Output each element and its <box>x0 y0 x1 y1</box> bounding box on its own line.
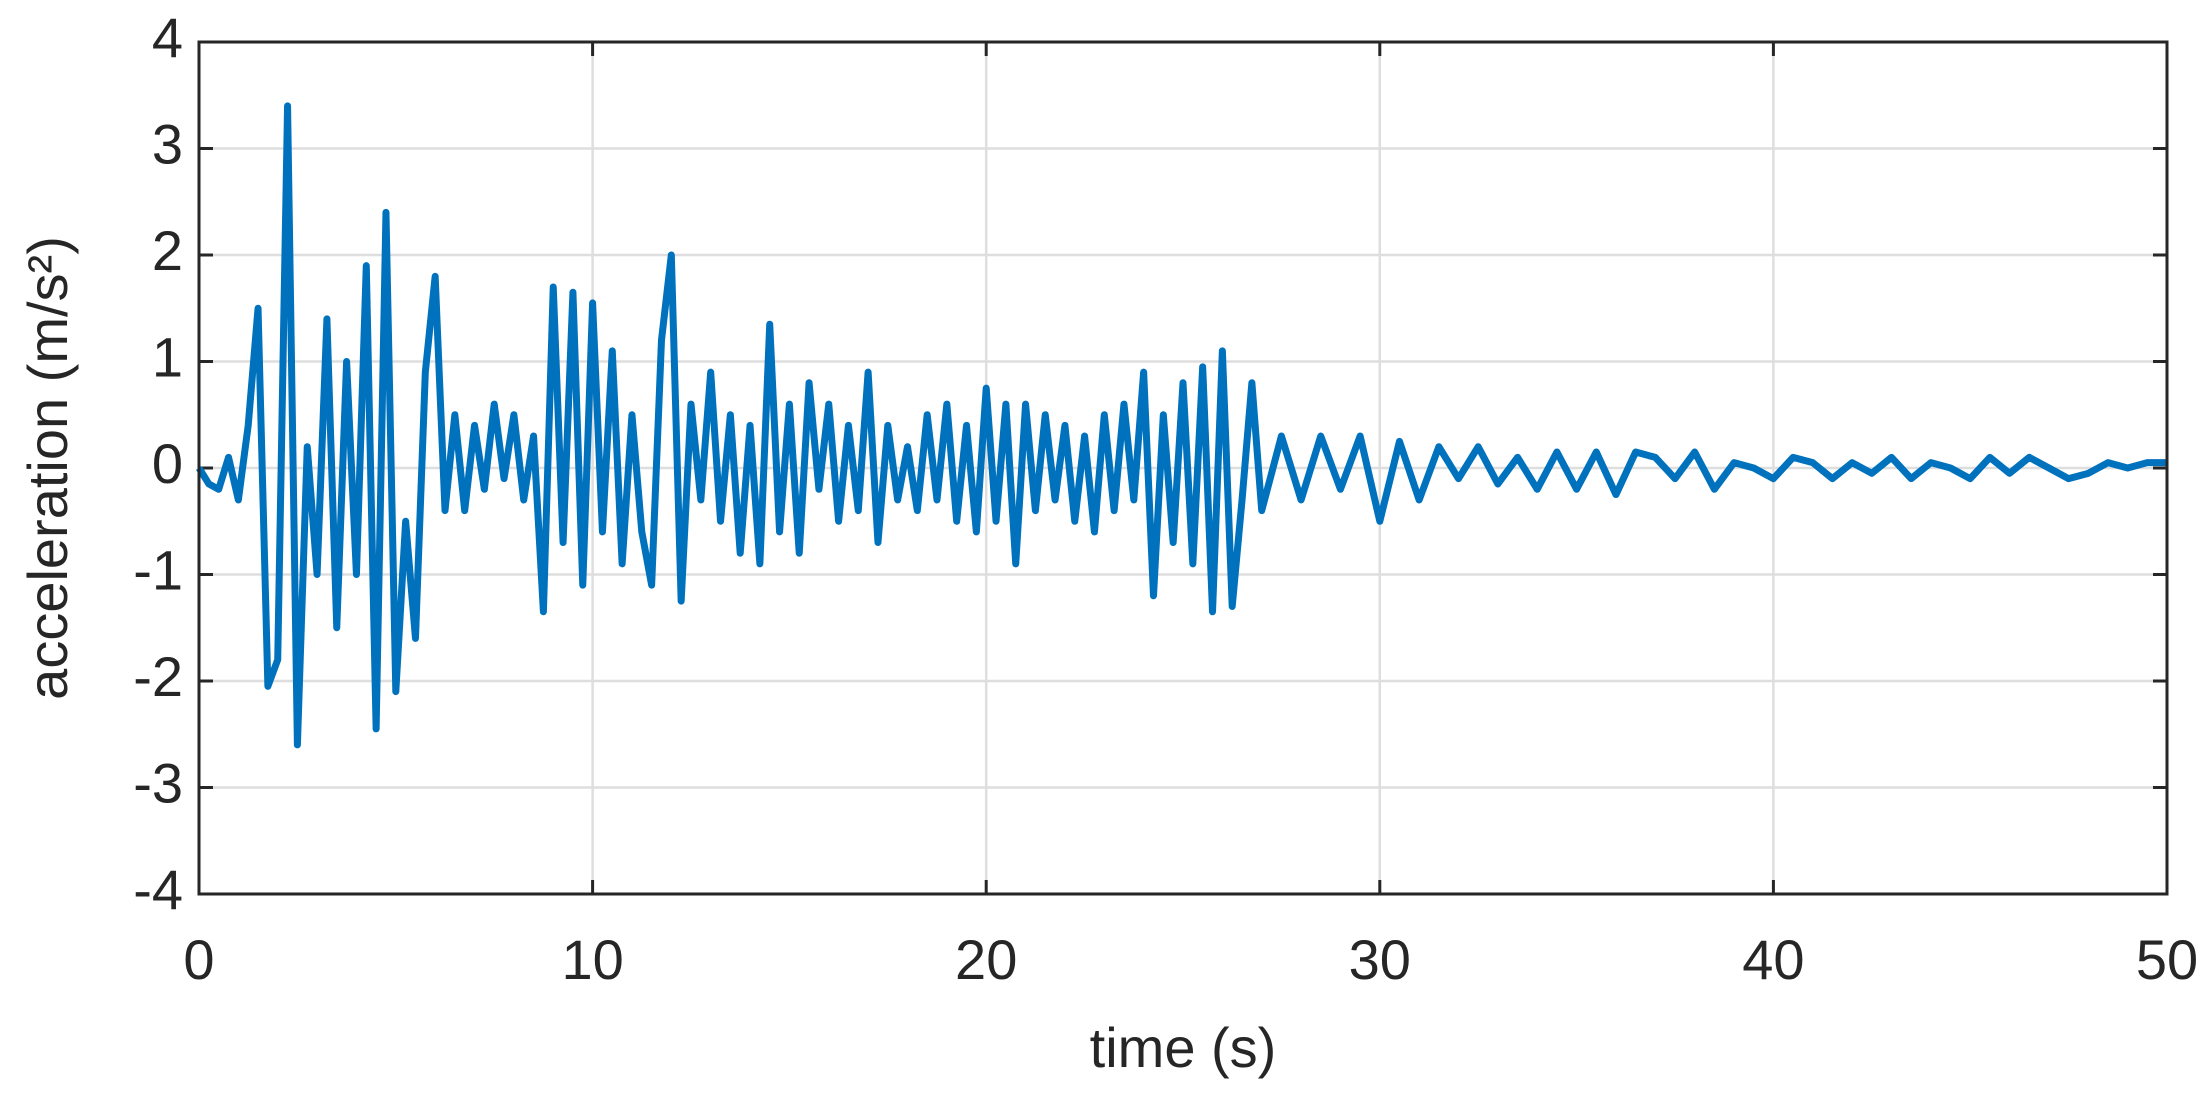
x-tick-label: 20 <box>955 928 1017 991</box>
y-tick-label: -3 <box>133 751 183 814</box>
y-tick-label: 3 <box>152 112 183 175</box>
x-tick-label: 40 <box>1742 928 1804 991</box>
y-axis-label: acceleration (m/s²) <box>16 236 79 700</box>
y-tick-label: 4 <box>152 6 183 69</box>
y-tick-label: 1 <box>152 325 183 388</box>
x-tick-label: 30 <box>1349 928 1411 991</box>
y-tick-label: 0 <box>152 432 183 495</box>
y-tick-label: -4 <box>133 858 183 921</box>
data-line <box>196 102 2167 749</box>
x-tick-label: 10 <box>561 928 623 991</box>
x-tick-label: 50 <box>2136 928 2198 991</box>
plot-frame <box>197 40 2169 896</box>
y-tick-label: 2 <box>152 219 183 282</box>
x-tick-label: 0 <box>183 928 214 991</box>
y-tick-label: -1 <box>133 538 183 601</box>
x-axis-label: time (s) <box>1090 1016 1277 1079</box>
y-tick-label: -2 <box>133 645 183 708</box>
